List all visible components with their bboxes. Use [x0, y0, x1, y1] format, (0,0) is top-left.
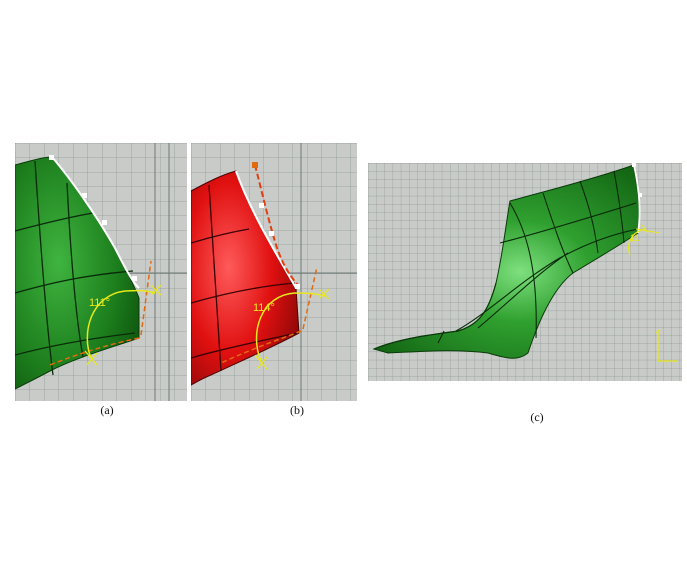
panel-a: 111° — [15, 143, 187, 401]
angle-arc — [255, 292, 326, 362]
panel-b-canvas: 114° — [191, 143, 357, 401]
control-point — [259, 203, 264, 208]
caption-c: (c) — [530, 410, 544, 424]
panel-b: 114° — [191, 143, 357, 401]
angle-label: 111° — [89, 297, 110, 309]
panel-c-canvas: 11 — [368, 163, 682, 381]
axis-indicator — [657, 331, 678, 362]
panel-c: 11 — [368, 163, 682, 381]
control-point — [49, 155, 54, 160]
panel-a-canvas: 111° — [15, 143, 187, 401]
control-point — [82, 193, 87, 198]
caption-a: (a) — [100, 403, 114, 417]
control-point — [269, 231, 274, 236]
control-point — [638, 193, 642, 197]
control-point — [102, 220, 107, 225]
angle-label: 114° — [253, 302, 275, 314]
control-curve — [254, 164, 300, 287]
caption-b: (b) — [290, 403, 304, 417]
angle-label: 11 — [630, 233, 639, 243]
control-point — [295, 284, 300, 289]
control-point — [632, 163, 636, 167]
control-point — [252, 162, 258, 168]
control-point — [132, 276, 137, 281]
angle-arc — [86, 289, 156, 359]
